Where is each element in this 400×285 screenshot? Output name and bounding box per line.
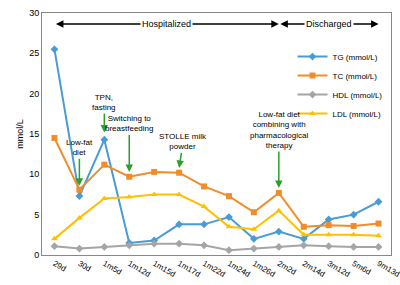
svg-text:1m24d: 1m24d: [226, 259, 252, 279]
svg-text:1m26d: 1m26d: [251, 259, 277, 279]
svg-text:TC (mmol/L): TC (mmol/L): [333, 72, 378, 81]
svg-text:2m14d: 2m14d: [301, 259, 327, 279]
svg-text:1m17d: 1m17d: [176, 259, 202, 279]
svg-text:TPN,fasting: TPN,fasting: [92, 93, 116, 112]
svg-text:Low-fat dietcombining withphar: Low-fat dietcombining withpharmacologica…: [250, 110, 308, 150]
svg-text:5m6d: 5m6d: [351, 259, 373, 277]
svg-text:TG (mmol/L): TG (mmol/L): [333, 53, 378, 62]
svg-text:15: 15: [29, 129, 39, 139]
svg-text:Discharged: Discharged: [306, 19, 352, 29]
svg-text:30: 30: [29, 8, 39, 18]
svg-text:0: 0: [34, 250, 39, 260]
svg-text:2m2d: 2m2d: [276, 259, 298, 277]
svg-text:10: 10: [29, 169, 39, 179]
svg-text:HDL (mmol/L): HDL (mmol/L): [333, 91, 383, 100]
svg-text:20: 20: [29, 89, 39, 99]
svg-text:1m12d: 1m12d: [126, 259, 152, 279]
svg-text:Switching tobreastfeeding: Switching tobreastfeeding: [105, 114, 153, 133]
svg-text:25: 25: [29, 48, 39, 58]
svg-text:1m5d: 1m5d: [101, 259, 123, 277]
svg-text:9m13d: 9m13d: [376, 259, 400, 279]
svg-text:1m22d: 1m22d: [201, 259, 227, 279]
svg-text:Hospitalized: Hospitalized: [142, 19, 191, 29]
svg-text:mmol/L: mmol/L: [15, 119, 25, 149]
svg-text:Low-fatdiet: Low-fatdiet: [66, 138, 93, 157]
svg-text:29d: 29d: [51, 259, 67, 273]
svg-text:STOLLE milkpowder: STOLLE milkpowder: [159, 132, 207, 151]
svg-text:3m12d: 3m12d: [326, 259, 352, 279]
svg-text:1m15d: 1m15d: [151, 259, 177, 279]
svg-text:5: 5: [34, 210, 39, 220]
svg-text:LDL (mmol/L): LDL (mmol/L): [333, 110, 381, 119]
svg-text:30d: 30d: [76, 259, 92, 273]
